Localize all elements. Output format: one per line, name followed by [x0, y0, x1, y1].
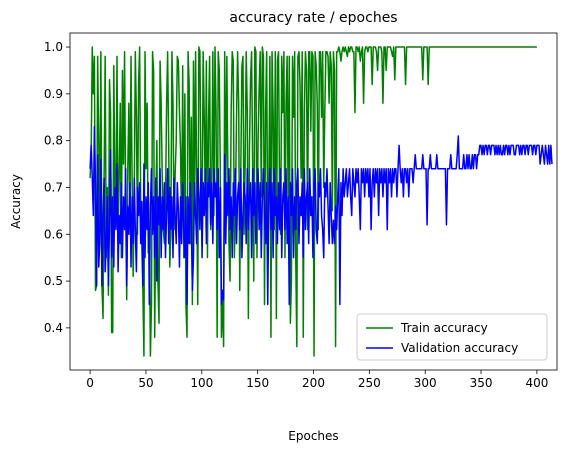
- legend-label: Validation accuracy: [401, 341, 518, 355]
- y-tick-label: 0.4: [44, 321, 63, 335]
- x-tick-label: 50: [138, 376, 153, 390]
- legend-box: [356, 313, 548, 361]
- y-axis-label: Accuracy: [9, 174, 23, 229]
- legend-label: Train accuracy: [400, 321, 488, 335]
- x-tick-label: 400: [525, 376, 548, 390]
- x-tick-label: 300: [414, 376, 437, 390]
- x-tick-label: 100: [190, 376, 213, 390]
- legend: Train accuracy Validation accuracy: [356, 313, 548, 361]
- y-tick-label: 0.6: [44, 227, 63, 241]
- series-line-validation: [89, 125, 553, 306]
- y-tick-label: 0.9: [44, 87, 63, 101]
- series-layer: [89, 46, 553, 357]
- x-tick-label: 200: [302, 376, 325, 390]
- x-tick-label: 250: [358, 376, 381, 390]
- x-tick-label: 0: [86, 376, 94, 390]
- y-tick-label: 0.5: [44, 274, 63, 288]
- x-tick-label: 150: [246, 376, 269, 390]
- y-tick-label: 1.0: [44, 40, 63, 54]
- x-axis-label: Epoches: [288, 429, 338, 443]
- y-axis: 0.4 0.5 0.6 0.7 0.8 0.9 1.0: [44, 40, 70, 335]
- x-axis: 0 50 100 150 200 250 300 350 400: [86, 370, 548, 390]
- y-tick-label: 0.7: [44, 180, 63, 194]
- y-tick-label: 0.8: [44, 134, 63, 148]
- x-tick-label: 350: [470, 376, 493, 390]
- chart-title: accuracy rate / epoches: [229, 10, 397, 26]
